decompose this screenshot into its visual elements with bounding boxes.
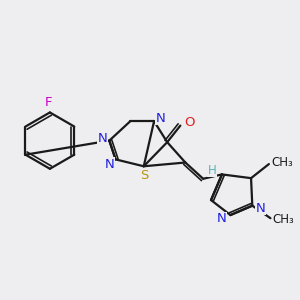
Text: O: O — [184, 116, 194, 129]
Text: CH₃: CH₃ — [271, 156, 293, 169]
Text: N: N — [256, 202, 265, 215]
Text: CH₃: CH₃ — [273, 213, 295, 226]
Text: H: H — [208, 164, 216, 176]
Text: N: N — [217, 212, 226, 225]
Text: N: N — [156, 112, 166, 124]
Text: N: N — [104, 158, 114, 171]
Text: F: F — [45, 96, 52, 109]
Text: N: N — [98, 132, 107, 145]
Text: S: S — [140, 169, 148, 182]
